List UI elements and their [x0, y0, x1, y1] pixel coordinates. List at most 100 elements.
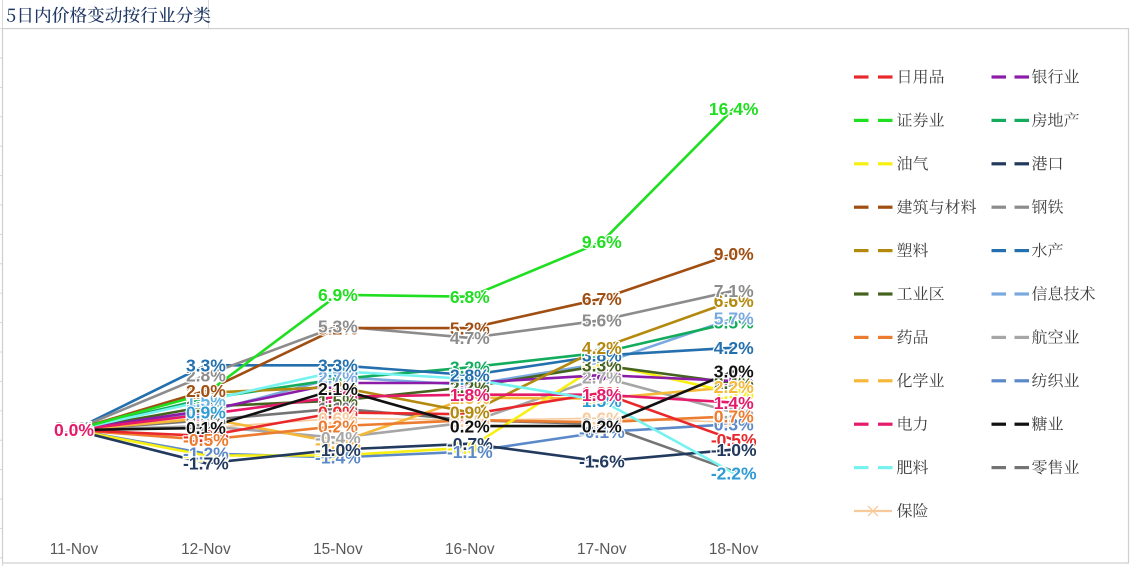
- svg-text:-1.7%: -1.7%: [183, 454, 229, 474]
- svg-text:0.9%: 0.9%: [186, 403, 226, 423]
- svg-text:11-Nov: 11-Nov: [50, 541, 99, 558]
- svg-text:0.3%: 0.3%: [582, 414, 622, 434]
- svg-text:0.5%: 0.5%: [450, 410, 490, 430]
- svg-text:3.3%: 3.3%: [582, 356, 622, 376]
- svg-text:4.7%: 4.7%: [450, 328, 490, 348]
- svg-text:-1.0%: -1.0%: [315, 440, 361, 460]
- svg-text:-0.1%: -0.1%: [579, 422, 625, 442]
- svg-text:-1.6%: -1.6%: [579, 452, 625, 472]
- svg-text:-0.7%: -0.7%: [315, 433, 361, 453]
- svg-text:2.7%: 2.7%: [582, 367, 622, 387]
- svg-text:16-Nov: 16-Nov: [445, 541, 495, 558]
- svg-text:-1.0%: -1.0%: [711, 440, 757, 460]
- svg-text:0.4%: 0.4%: [582, 412, 622, 432]
- svg-text:3.0%: 3.0%: [714, 361, 754, 381]
- svg-text:3.4%: 3.4%: [582, 354, 622, 374]
- svg-text:0.6%: 0.6%: [582, 408, 622, 428]
- svg-text:2.3%: 2.3%: [450, 375, 490, 395]
- svg-text:5.3%: 5.3%: [318, 316, 358, 336]
- svg-text:0.9%: 0.9%: [318, 403, 358, 423]
- svg-text:1.6%: 1.6%: [450, 388, 490, 408]
- svg-text:0.3%: 0.3%: [714, 414, 754, 434]
- svg-text:5.7%: 5.7%: [714, 309, 754, 329]
- svg-text:1.2%: 1.2%: [186, 397, 226, 417]
- svg-text:-0.5%: -0.5%: [711, 430, 757, 450]
- svg-text:5.5%: 5.5%: [714, 312, 754, 332]
- svg-text:5.2%: 5.2%: [450, 318, 490, 338]
- svg-text:3.3%: 3.3%: [186, 356, 226, 376]
- svg-text:4.2%: 4.2%: [714, 338, 754, 358]
- svg-text:6.8%: 6.8%: [450, 287, 490, 307]
- svg-text:1.8%: 1.8%: [450, 385, 490, 405]
- svg-text:-0.5%: -0.5%: [183, 430, 229, 450]
- svg-text:6.7%: 6.7%: [582, 289, 622, 309]
- svg-text:1.6%: 1.6%: [186, 389, 226, 409]
- svg-text:7.1%: 7.1%: [714, 281, 754, 301]
- svg-text:2.2%: 2.2%: [318, 377, 358, 397]
- svg-text:3.4%: 3.4%: [582, 353, 622, 373]
- svg-text:3.0%: 3.0%: [318, 361, 358, 381]
- svg-text:2.1%: 2.1%: [318, 379, 358, 399]
- svg-text:17-Nov: 17-Nov: [577, 541, 627, 558]
- svg-text:2.7%: 2.7%: [318, 367, 358, 387]
- svg-text:3.3%: 3.3%: [318, 356, 358, 376]
- svg-text:1.5%: 1.5%: [582, 391, 622, 411]
- svg-text:2.4%: 2.4%: [318, 373, 358, 393]
- svg-text:0.0%: 0.0%: [54, 418, 94, 438]
- svg-text:9.0%: 9.0%: [714, 244, 754, 264]
- svg-text:1.4%: 1.4%: [714, 393, 754, 413]
- svg-text:-2.2%: -2.2%: [711, 463, 757, 483]
- svg-text:0.9%: 0.9%: [450, 403, 490, 423]
- svg-text:-2.1%: -2.1%: [711, 463, 757, 483]
- svg-text:0.8%: 0.8%: [186, 405, 226, 425]
- svg-text:1.9%: 1.9%: [186, 383, 226, 403]
- svg-text:15-Nov: 15-Nov: [313, 541, 363, 558]
- svg-text:9.6%: 9.6%: [582, 232, 622, 252]
- svg-text:0.6%: 0.6%: [186, 408, 226, 428]
- svg-text:0.5%: 0.5%: [450, 411, 490, 431]
- svg-text:0.1%: 0.1%: [186, 418, 226, 438]
- svg-text:18-Nov: 18-Nov: [709, 541, 759, 558]
- svg-text:-1.3%: -1.3%: [315, 446, 361, 466]
- svg-text:2.4%: 2.4%: [450, 373, 490, 393]
- svg-text:0.6%: 0.6%: [318, 408, 358, 428]
- svg-text:5.6%: 5.6%: [582, 310, 622, 330]
- svg-text:12-Nov: 12-Nov: [181, 541, 231, 558]
- svg-text:2.2%: 2.2%: [450, 377, 490, 397]
- svg-text:-1.1%: -1.1%: [447, 442, 493, 462]
- svg-text:3.8%: 3.8%: [582, 346, 622, 366]
- svg-text:4.2%: 4.2%: [582, 338, 622, 358]
- svg-text:-0.9%: -0.9%: [447, 438, 493, 458]
- svg-text:0.2%: 0.2%: [450, 416, 490, 436]
- svg-text:0.9%: 0.9%: [714, 403, 754, 423]
- svg-text:1.8%: 1.8%: [582, 385, 622, 405]
- svg-text:5.2%: 5.2%: [318, 318, 358, 338]
- svg-text:6.6%: 6.6%: [714, 291, 754, 311]
- svg-text:2.5%: 2.5%: [714, 371, 754, 391]
- svg-text:0.2%: 0.2%: [318, 416, 358, 436]
- svg-text:1.5%: 1.5%: [318, 391, 358, 411]
- svg-text:2.0%: 2.0%: [186, 381, 226, 401]
- svg-text:0.0%: 0.0%: [54, 420, 94, 440]
- svg-text:-1.4%: -1.4%: [315, 448, 361, 468]
- svg-text:2.6%: 2.6%: [450, 369, 490, 389]
- svg-text:2.2%: 2.2%: [714, 377, 754, 397]
- svg-text:-1.2%: -1.2%: [183, 444, 229, 464]
- svg-text:0.5%: 0.5%: [186, 410, 226, 430]
- svg-text:0.0%: 0.0%: [54, 419, 94, 439]
- svg-text:-1.3%: -1.3%: [183, 446, 229, 466]
- svg-text:2.8%: 2.8%: [186, 365, 226, 385]
- svg-text:2.4%: 2.4%: [714, 373, 754, 393]
- svg-text:1.9%: 1.9%: [714, 383, 754, 403]
- svg-text:3.2%: 3.2%: [450, 358, 490, 378]
- svg-text:2.6%: 2.6%: [318, 369, 358, 389]
- svg-text:2.8%: 2.8%: [582, 365, 622, 385]
- svg-text:0.8%: 0.8%: [450, 405, 490, 425]
- svg-text:1.0%: 1.0%: [186, 401, 226, 421]
- svg-text:0.0%: 0.0%: [54, 421, 94, 441]
- svg-text:0.7%: 0.7%: [714, 407, 754, 427]
- svg-text:0.2%: 0.2%: [186, 416, 226, 436]
- svg-text:16.4%: 16.4%: [709, 99, 759, 119]
- svg-text:6.9%: 6.9%: [318, 285, 358, 305]
- svg-text:0.4%: 0.4%: [450, 412, 490, 432]
